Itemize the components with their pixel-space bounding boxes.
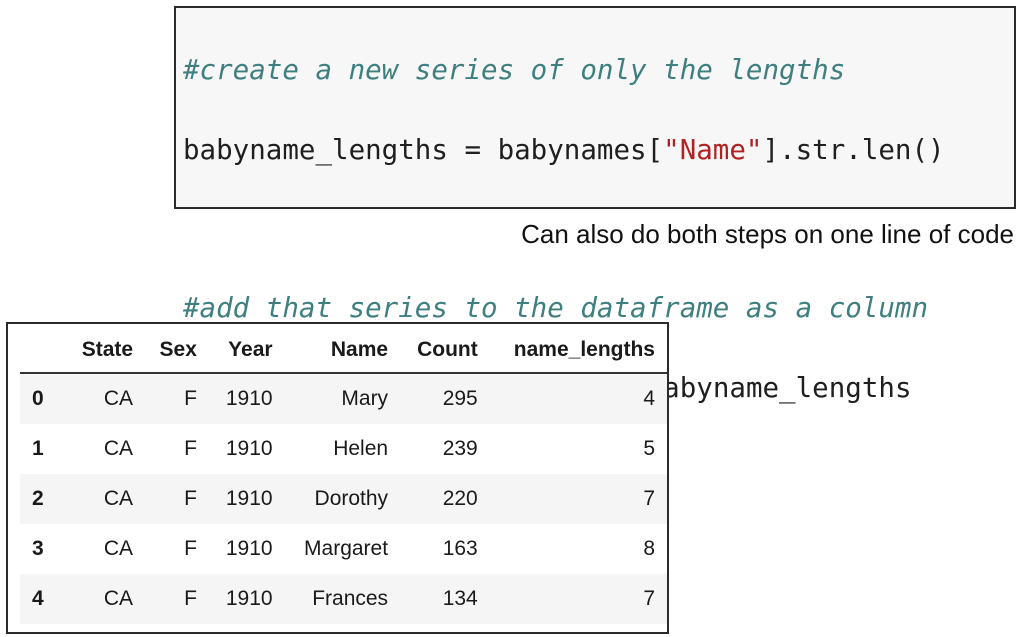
row-index: 2 bbox=[32, 487, 44, 510]
cell-name: Frances bbox=[312, 587, 389, 610]
cell-name-lengths: 5 bbox=[643, 437, 655, 460]
cell-name: Margaret bbox=[304, 537, 389, 560]
table-row: 3 CA F 1910 Margaret 163 8 bbox=[20, 524, 667, 574]
cell-sex: F bbox=[184, 587, 197, 610]
column-header-state: State bbox=[67, 328, 146, 374]
cell-year: 1910 bbox=[225, 487, 273, 510]
column-header-name: Name bbox=[284, 328, 401, 374]
cell-year: 1910 bbox=[225, 387, 273, 410]
cell-sex: F bbox=[184, 437, 197, 460]
row-index: 0 bbox=[32, 387, 44, 410]
cell-year: 1910 bbox=[225, 537, 273, 560]
code-line-1: #create a new series of only the lengths bbox=[183, 50, 1014, 90]
code-text: babyname_lengths = babynames[ bbox=[183, 134, 664, 166]
column-header-name-lengths: name_lengths bbox=[489, 328, 667, 374]
cell-sex: F bbox=[184, 537, 197, 560]
code-text: ].str.len() bbox=[762, 134, 945, 166]
cell-sex: F bbox=[184, 487, 197, 510]
code-line-2: babyname_lengths = babynames["Name"].str… bbox=[183, 130, 1014, 170]
dataframe-output: State Sex Year Name Count name_lengths 0… bbox=[6, 322, 669, 634]
cell-year: 1910 bbox=[225, 587, 273, 610]
cell-name: Dorothy bbox=[314, 487, 389, 510]
cell-name: Helen bbox=[333, 437, 389, 460]
cell-sex: F bbox=[184, 387, 197, 410]
cell-count: 220 bbox=[442, 487, 478, 510]
code-comment: #add that series to the dataframe as a c… bbox=[183, 292, 929, 324]
cell-count: 134 bbox=[442, 587, 478, 610]
table-row: 4 CA F 1910 Frances 134 7 bbox=[20, 574, 667, 624]
column-header-year: Year bbox=[208, 328, 285, 374]
cell-name-lengths: 7 bbox=[643, 487, 655, 510]
table-row: 1 CA F 1910 Helen 239 5 bbox=[20, 424, 667, 474]
column-header-count: Count bbox=[400, 328, 490, 374]
cell-year: 1910 bbox=[225, 437, 273, 460]
row-index: 4 bbox=[32, 587, 44, 610]
code-line-4: #add that series to the dataframe as a c… bbox=[183, 288, 1014, 328]
code-string: "Name" bbox=[663, 134, 763, 166]
row-index: 3 bbox=[32, 537, 44, 560]
code-comment: #create a new series of only the lengths bbox=[183, 54, 846, 86]
cell-name-lengths: 4 bbox=[643, 387, 655, 410]
cell-state: CA bbox=[103, 537, 134, 560]
dataframe-table: State Sex Year Name Count name_lengths 0… bbox=[20, 328, 667, 624]
cell-name-lengths: 8 bbox=[643, 537, 655, 560]
column-header-sex: Sex bbox=[145, 328, 209, 374]
cell-name-lengths: 7 bbox=[643, 587, 655, 610]
cell-state: CA bbox=[103, 387, 134, 410]
table-row: 2 CA F 1910 Dorothy 220 7 bbox=[20, 474, 667, 524]
cell-name: Mary bbox=[341, 387, 389, 410]
cell-state: CA bbox=[103, 437, 134, 460]
note-text: Can also do both steps on one line of co… bbox=[521, 219, 1014, 249]
cell-state: CA bbox=[103, 587, 134, 610]
row-index: 1 bbox=[32, 437, 44, 460]
table-header-row: State Sex Year Name Count name_lengths bbox=[20, 328, 667, 374]
cell-state: CA bbox=[103, 487, 134, 510]
cell-count: 295 bbox=[442, 387, 478, 410]
index-header bbox=[20, 328, 68, 374]
table-row: 0 CA F 1910 Mary 295 4 bbox=[20, 373, 667, 424]
cell-count: 239 bbox=[442, 437, 478, 460]
cell-count: 163 bbox=[442, 537, 478, 560]
code-block: #create a new series of only the lengths… bbox=[174, 6, 1016, 404]
